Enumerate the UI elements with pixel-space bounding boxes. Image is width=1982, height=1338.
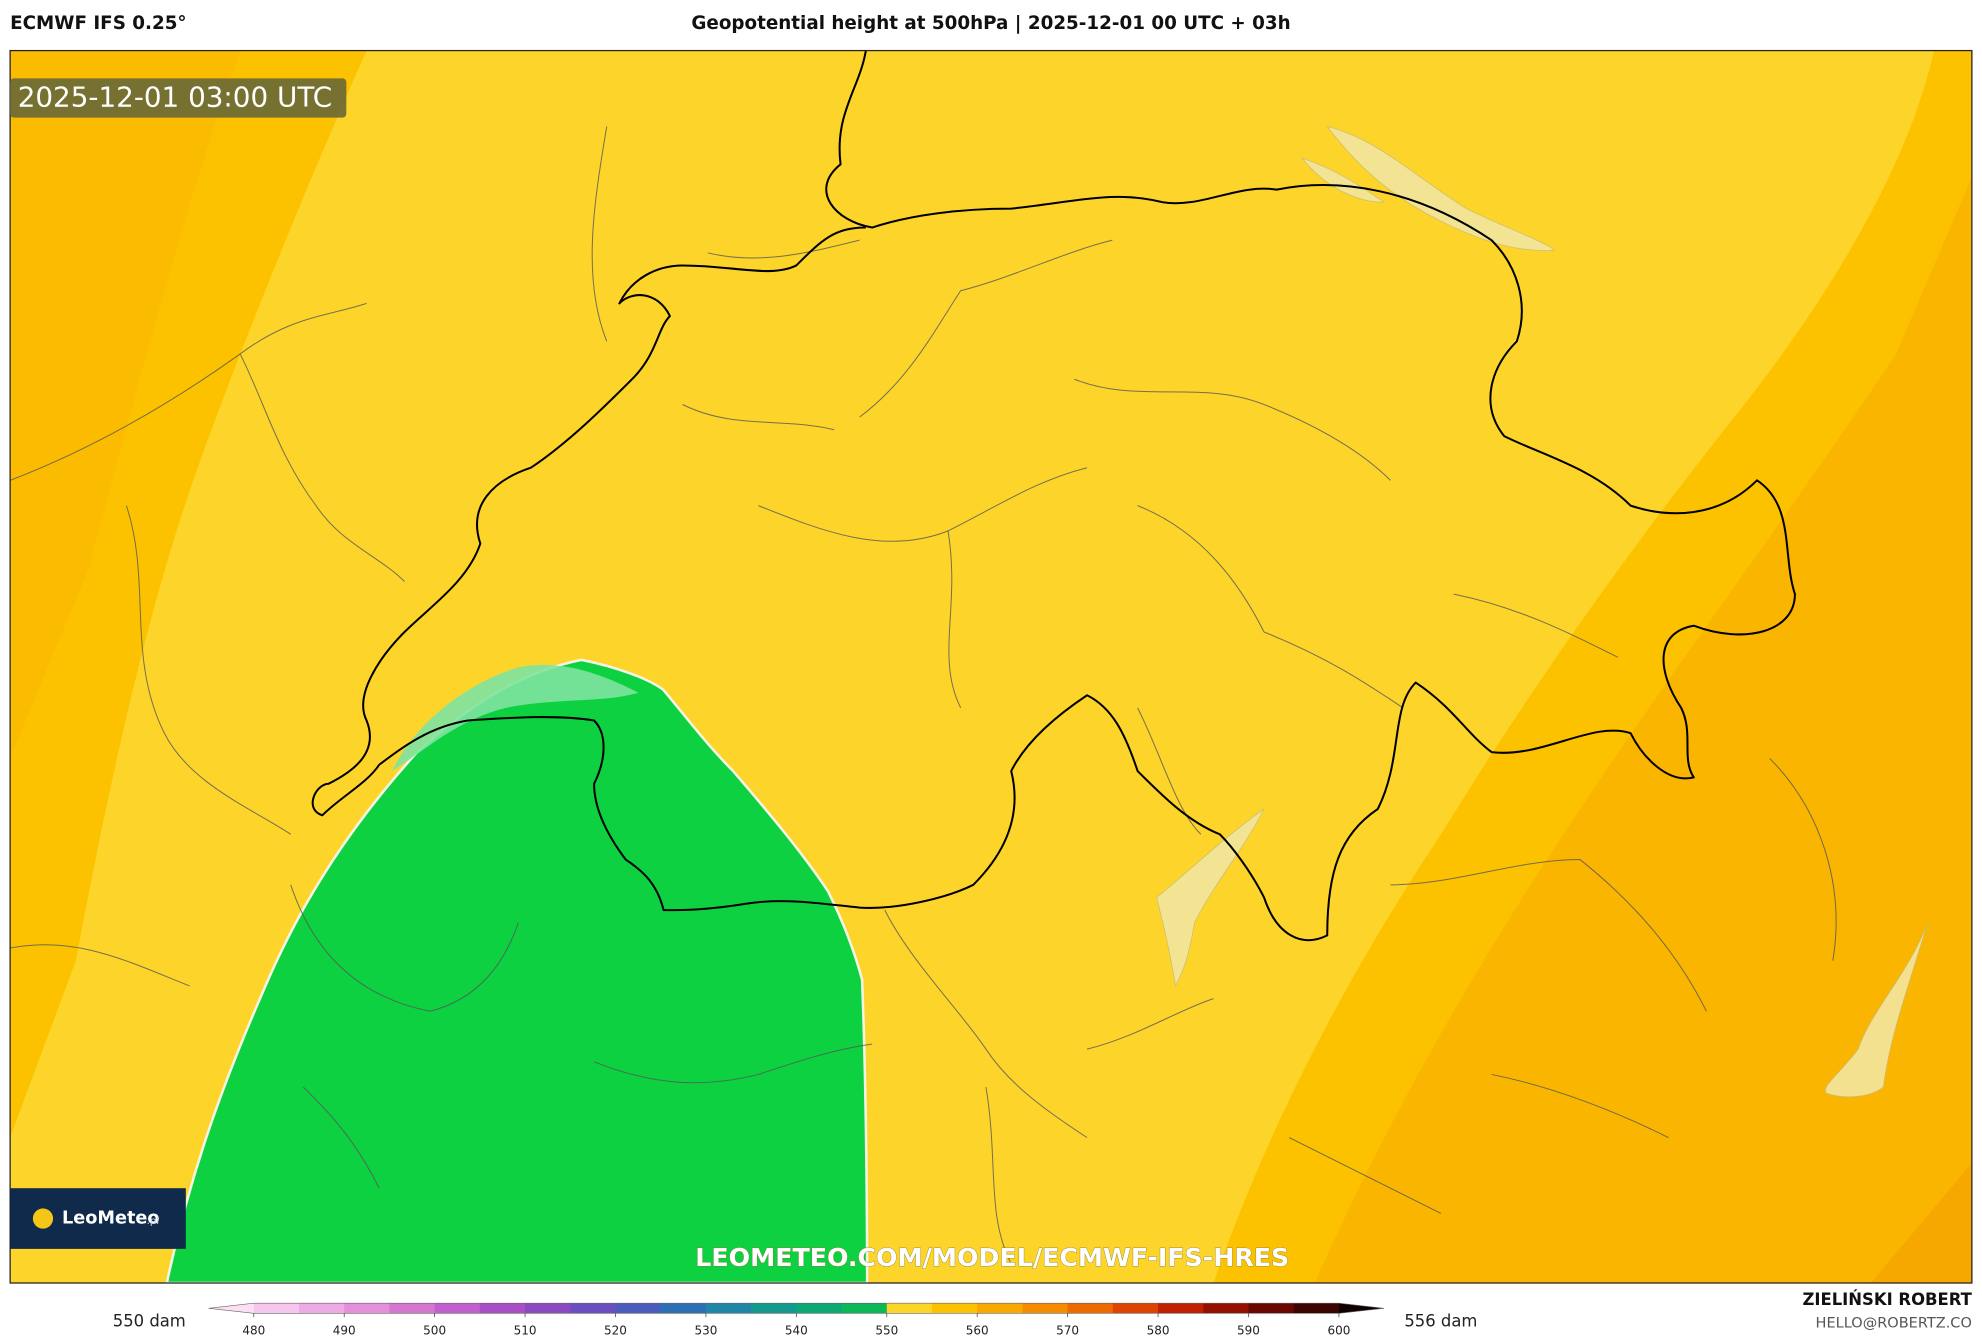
height-band: [1870, 1162, 1972, 1284]
colorbar-segment: [253, 1303, 300, 1314]
colorbar-segment: [1022, 1303, 1068, 1314]
colorbar-segment: [208, 1303, 254, 1314]
colorbar-tick-label: 600: [1327, 1324, 1350, 1338]
map-frame: [9, 49, 1973, 1284]
author: ZIELIŃSKI ROBERT: [1802, 1290, 1972, 1309]
colorbar-tick-label: 580: [1147, 1324, 1170, 1338]
region-border: [10, 126, 1837, 1265]
colorbar-tick-label: 570: [1056, 1324, 1079, 1338]
colorbar-segment: [344, 1303, 390, 1314]
colorbar-segment: [434, 1303, 481, 1314]
colorbar-segment: [298, 1303, 345, 1314]
colorbar-tick-label: 500: [423, 1324, 446, 1338]
colorbar-segment: [1338, 1303, 1385, 1314]
colorbar-segment: [660, 1303, 707, 1314]
colorbar-tick-label: 540: [785, 1324, 808, 1338]
colorbar-segment: [1203, 1303, 1249, 1314]
colorbar-tick-label: 550: [875, 1324, 898, 1338]
lake: [391, 664, 639, 772]
lake: [1300, 157, 1386, 203]
colorbar-left-label: 550 dam: [113, 1312, 186, 1331]
colorbar-segment: [1112, 1303, 1159, 1314]
colorbar-segment: [751, 1303, 797, 1314]
logo-text: LeoMeteo: [62, 1209, 160, 1229]
colorbar-segment: [841, 1303, 888, 1314]
colorbar-tick-label: 490: [333, 1324, 356, 1338]
low-height-area: [165, 658, 869, 1284]
colorbar-tick-label: 590: [1237, 1324, 1260, 1338]
colorbar-segment: [615, 1303, 662, 1314]
colorbar-segment: [931, 1303, 978, 1314]
logo-suffix: .pl: [147, 1216, 159, 1227]
timestamp: 2025-12-01 03:00 UTC: [18, 81, 332, 114]
colorbar-segment: [977, 1303, 1023, 1314]
colorbar-segment: [479, 1303, 526, 1314]
colorbar-segment: [1293, 1303, 1340, 1314]
colorbar-segment: [1158, 1303, 1204, 1314]
colorbar-segment: [705, 1303, 752, 1314]
colorbar-segment: [525, 1303, 571, 1314]
colorbar-segment: [796, 1303, 842, 1314]
colorbar-tick-label: 510: [514, 1324, 537, 1338]
height-band: [10, 50, 241, 759]
model-name: ECMWF IFS 0.25°: [10, 13, 186, 34]
timestamp-badge: [10, 78, 347, 118]
colorbar-segment: [570, 1303, 616, 1314]
watermark: LEOMETEO.COM/MODEL/ECMWF-IFS-HRES: [695, 1243, 1289, 1272]
colorbar-segment: [389, 1303, 436, 1314]
lake: [1824, 922, 1929, 1098]
map: [10, 50, 1972, 1284]
colorbar-right-label: 556 dam: [1404, 1312, 1477, 1331]
logo-sun: [32, 1208, 54, 1229]
map-title: Geopotential height at 500hPa | 2025-12-…: [691, 13, 1290, 34]
colorbar-segment: [886, 1303, 933, 1314]
height-band: [1314, 176, 1972, 1284]
country-border: [311, 50, 1796, 941]
email: HELLO@ROBERTZ.CO: [1816, 1315, 1972, 1331]
colorbar-tick-label: 520: [604, 1324, 627, 1338]
colorbar-tick-label: 480: [242, 1324, 265, 1338]
colorbar: 480 490 500 510 520 530 540 550 560 570 580 590 600: [208, 1302, 1385, 1338]
colorbar-tick-label: 530: [694, 1324, 717, 1338]
colorbar-segment: [1067, 1303, 1114, 1314]
colorbar-segment: [1248, 1303, 1295, 1314]
colorbar-tick-label: 560: [966, 1324, 989, 1338]
